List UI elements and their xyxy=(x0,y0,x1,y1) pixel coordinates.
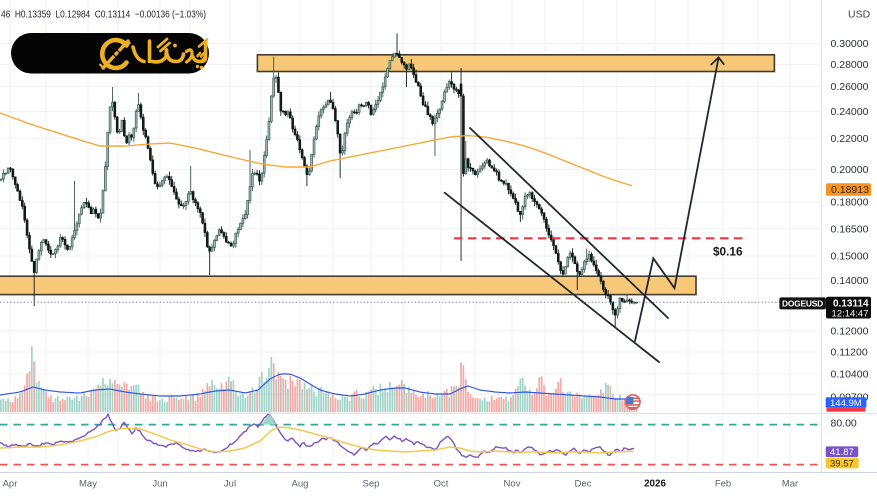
svg-text:0.12000: 0.12000 xyxy=(831,325,869,337)
svg-text:0.22000: 0.22000 xyxy=(831,133,869,145)
svg-text:0.28000: 0.28000 xyxy=(831,59,869,71)
svg-text:Mar: Mar xyxy=(782,479,798,490)
svg-text:39.57: 39.57 xyxy=(830,458,854,469)
svg-text:DOGEUSD: DOGEUSD xyxy=(782,299,823,309)
svg-text:$0.16: $0.16 xyxy=(713,245,743,259)
svg-text:0.13114: 0.13114 xyxy=(833,299,869,310)
svg-text:0.15000: 0.15000 xyxy=(831,251,869,263)
svg-text:Sep: Sep xyxy=(363,479,380,490)
svg-text:0.11200: 0.11200 xyxy=(831,347,868,359)
svg-text:144.9M: 144.9M xyxy=(830,398,862,409)
svg-text:0.18000: 0.18000 xyxy=(831,197,869,209)
svg-text:Oct: Oct xyxy=(434,479,449,490)
svg-text:Apr: Apr xyxy=(3,479,18,490)
svg-text:80.00: 80.00 xyxy=(831,417,857,429)
svg-text:0.30000: 0.30000 xyxy=(831,38,869,50)
svg-text:Dec: Dec xyxy=(575,479,592,490)
svg-text:USD: USD xyxy=(848,9,871,21)
svg-text:0.24000: 0.24000 xyxy=(831,106,869,118)
svg-text:Jun: Jun xyxy=(152,479,167,490)
svg-text:0.18913: 0.18913 xyxy=(831,184,869,196)
svg-text:Feb: Feb xyxy=(715,479,731,490)
svg-text:12:14:47: 12:14:47 xyxy=(832,308,869,319)
svg-text:0.16500: 0.16500 xyxy=(831,223,869,235)
svg-text:0.10400: 0.10400 xyxy=(831,368,869,380)
svg-text:0.14000: 0.14000 xyxy=(831,275,869,287)
svg-text:Jul: Jul xyxy=(224,479,236,490)
svg-text:2026: 2026 xyxy=(644,479,666,490)
svg-text:May: May xyxy=(79,479,97,490)
svg-text:Nov: Nov xyxy=(504,479,521,490)
svg-text:46 H0.13359 L0.12984 C0.131: 46 H0.13359 L0.12984 C0.13114 −0.00136 (… xyxy=(1,9,206,20)
svg-text:0.20000: 0.20000 xyxy=(831,164,869,176)
svg-text:41.87: 41.87 xyxy=(830,447,854,458)
svg-text:0.26000: 0.26000 xyxy=(831,81,869,93)
svg-text:Aug: Aug xyxy=(292,479,309,490)
